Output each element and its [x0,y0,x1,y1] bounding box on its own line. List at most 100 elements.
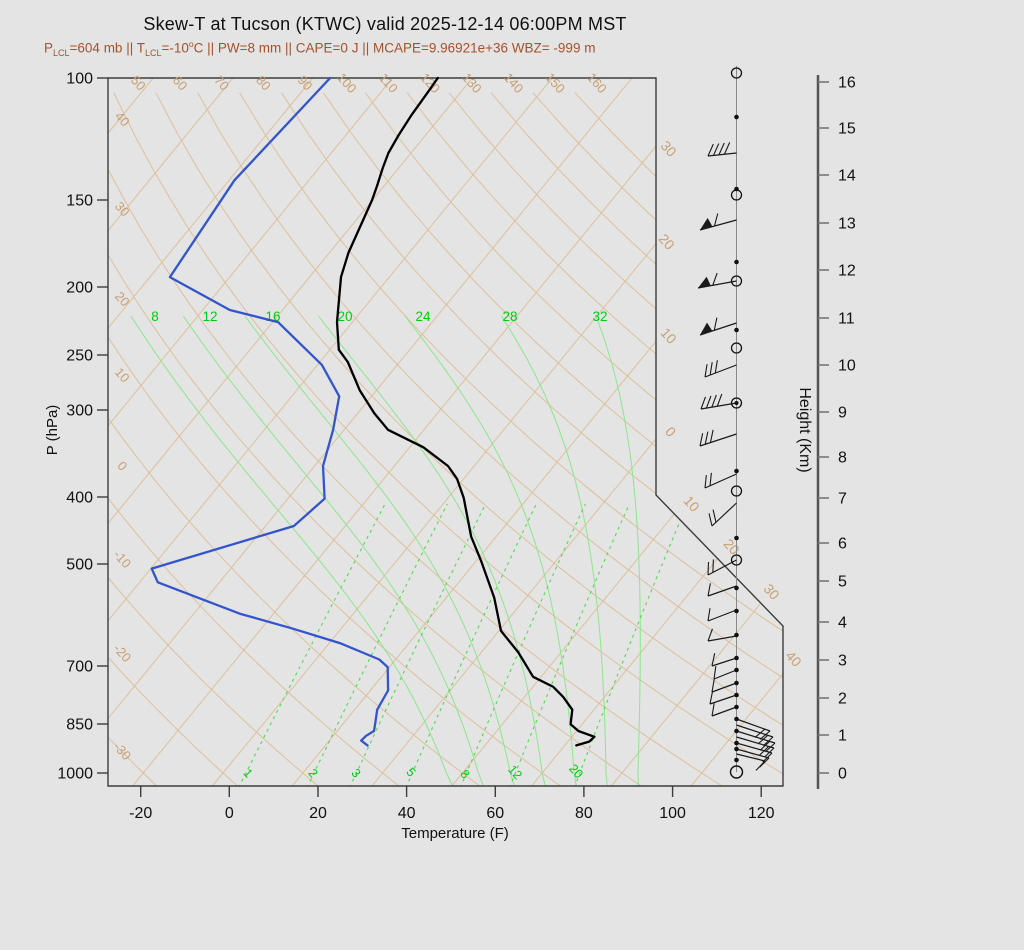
height-tick-label: 5 [838,574,847,591]
dry-adiabat-top-labels-label: 50 [128,73,149,94]
moist-adiabat-labels: 8 12 16 20 24 28 32 [151,309,607,324]
mixing-ratio-labels-label: 20 [566,761,586,781]
wind-barb-shaft [711,502,737,527]
isotherm-right-labels-label: 20 [656,231,678,253]
mixing-ratio-labels-label: 12 [505,762,525,782]
dry-adiabat-left-labels-label: 0 [114,458,130,473]
wind-barb-feather [708,513,713,527]
isotherm-right-labels-label: 20 [721,536,743,558]
dewpoint-curve [150,76,390,747]
wind-barb-shaft [736,753,766,762]
isotherm-right-labels-label: 30 [658,138,680,160]
wind-barb-shaft [711,706,737,717]
wind-barb-feather [707,143,714,157]
wind-level-dot [734,401,739,405]
pressure-axis: 100 150 200 250 300 400 500 700 850 1000 P (hPa) [44,71,108,783]
temperature-axis: -20 0 20 40 60 80 100 120 Temperature (F) [129,786,775,842]
dry-adiabat-left-labels-label: -10 [110,547,134,571]
wind-barb-feather [707,628,713,642]
pressure-tick-label: 1000 [57,766,93,783]
wind-barb-feather [704,364,708,378]
dry-adiabat-top-labels-label: 140 [501,70,527,96]
wind-barb-shaft [699,433,737,447]
height-tick-label: 6 [838,536,847,553]
height-tick-label: 4 [838,615,847,632]
pressure-tick-label: 700 [66,659,93,676]
wind-level-dot [734,716,739,722]
wind-barb-shaft [707,635,737,642]
dry-adiabat-top-labels-label: 120 [417,70,443,96]
pressure-tick-label: 850 [66,717,93,734]
height-tick-label: 3 [838,653,847,670]
height-tick-label: 0 [838,766,847,783]
wind-barb-feather [712,272,718,286]
chart-subtitle-part: LCL [53,48,70,59]
dry-adiabat-top-labels-label: 150 [543,70,569,96]
height-tick-label: 15 [838,121,856,138]
wind-barb-feather [718,142,725,156]
wind-level-dot [734,746,739,752]
wind-level-dot [734,535,739,541]
wind-barb-feather [712,559,714,573]
temperature-axis-title: Temperature (F) [401,825,509,842]
wind-level-circle [730,275,743,287]
wind-barb-feather [711,703,715,717]
mixing-ratio-labels-label: 1 [240,766,255,781]
height-tick-label: 16 [838,75,856,92]
dry-adiabat-top-labels-label: 70 [211,73,232,94]
temperature-tick-label: 0 [225,805,234,822]
wind-barb-feather [707,583,711,597]
isotherm-right-labels-label: 10 [681,493,703,515]
wind-level-dot [734,728,739,734]
isotherm-right-labels-label: 10 [658,325,680,347]
chart-subtitle-part: =604 mb || T [69,40,145,56]
dry-adiabat-top-labels-label: 80 [253,73,274,94]
mixing-ratio-lines [238,503,688,786]
wind-barb-feather [759,730,771,740]
dry-adiabat-left-labels-label: -20 [110,641,134,665]
isotherm-lines [108,78,783,786]
wind-level-circle [730,397,743,409]
height-tick-label: 10 [838,358,856,375]
wind-barb-shaft [736,724,774,738]
dry-adiabat-lines [108,92,783,786]
wind-barb-feather [705,395,712,409]
wind-barb-pennant [700,218,713,230]
wind-barb-pennant [698,276,711,288]
wind-barb-feather [716,393,723,407]
chart-subtitle-part: C || PW=8 mm || CAPE=0 J || MCAPE=9.9692… [193,40,596,56]
pressure-tick-label: 200 [66,280,93,297]
wind-barb-feather [712,509,717,523]
wind-level-dot [734,585,739,591]
dry-adiabat-top-labels: 50 60 70 80 90 100 110 120 130 140 150 160 [128,70,610,96]
dry-adiabat-left-labels-label: 30 [112,199,133,220]
wind-level-dot [734,327,739,333]
wind-level-dot [734,692,739,698]
wind-barb-feather [714,360,718,374]
isotherm-right-labels-label: 40 [783,648,805,670]
moist-adiabat-label: 32 [592,309,607,324]
dry-adiabat-left-labels-label: 40 [112,109,133,130]
temperature-tick-label: 80 [575,805,593,822]
temperature-tick-label: 120 [748,805,775,822]
wind-barb-shaft [697,280,737,289]
wind-barb-shaft [711,657,737,667]
mixing-ratio-labels-label: 5 [403,765,418,780]
pressure-tick-label: 150 [66,193,93,210]
height-tick-label: 7 [838,491,847,508]
wind-barb-feather [713,666,717,680]
wind-barb-feather [711,679,715,693]
temperature-tick-label: 40 [398,805,416,822]
temperature-tick-label: 20 [309,805,327,822]
isotherm-right-labels-label: 30 [761,581,783,603]
wind-barb-shaft [736,748,770,759]
wind-level-dot [734,632,739,638]
chart-subtitle-part: =-10 [161,40,189,56]
isotherm-right-labels-label: 0 [662,423,679,440]
wind-barb-shaft [707,585,737,597]
wind-barb-feather [709,691,714,705]
wind-barb-shaft [707,609,737,622]
wind-barb-feather [711,394,717,408]
